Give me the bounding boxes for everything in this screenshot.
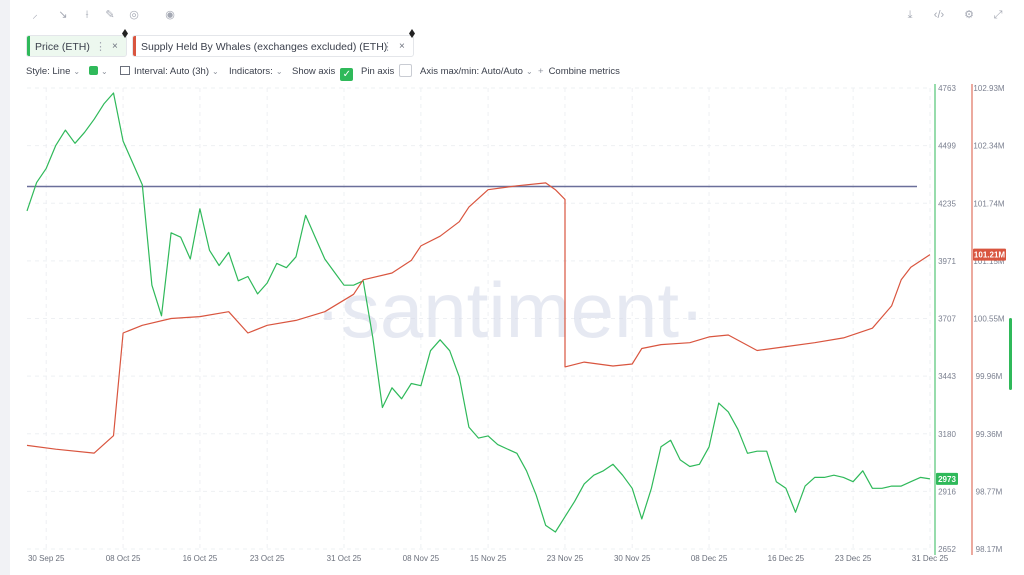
indicators-select[interactable]: Indicators: ⌄: [229, 66, 283, 77]
fullscreen-icon[interactable]: ⤢: [993, 9, 1003, 21]
x-tick-label: 31 Dec 25: [912, 554, 949, 563]
metric-drag-icon[interactable]: [122, 29, 128, 38]
chevron-down-icon: ⌄: [73, 67, 81, 76]
y-tick-label-left: 3971: [938, 257, 956, 266]
eye-icon[interactable]: ◎: [129, 9, 139, 21]
y-tick-label-right: 98.17M: [976, 545, 1003, 554]
y-tick-label-right: 102.34M: [973, 142, 1004, 151]
y-tick-label-right: 99.36M: [976, 430, 1003, 439]
arrow-icon[interactable]: ↘: [58, 9, 68, 21]
left-panel-edge: [0, 0, 10, 575]
x-tick-label: 08 Dec 25: [691, 554, 728, 563]
y-tick-label-left: 2652: [938, 545, 956, 554]
x-tick-label: 08 Nov 25: [403, 554, 440, 563]
y-tick-label-left: 4499: [938, 142, 956, 151]
x-tick-label: 23 Dec 25: [835, 554, 872, 563]
metric-chip-whales[interactable]: Supply Held By Whales (exchanges exclude…: [132, 35, 414, 57]
x-tick-label: 30 Nov 25: [614, 554, 651, 563]
metric-label: Price (ETH): [35, 41, 90, 53]
combine-metrics-button[interactable]: + Combine metrics: [538, 66, 620, 77]
x-tick-label: 31 Oct 25: [327, 554, 362, 563]
x-tick-label: 30 Sep 25: [28, 554, 65, 563]
y-tick-label-left: 4235: [938, 199, 956, 208]
checkbox-empty-icon: [399, 64, 413, 77]
color-select[interactable]: ⌄: [89, 63, 108, 81]
pin-axis-toggle[interactable]: Pin axis: [361, 63, 413, 81]
line-tool-icon[interactable]: ⟊: [85, 9, 89, 21]
y-tick-label-right: 101.15M: [973, 257, 1004, 266]
y-tick-label-right: 101.74M: [973, 199, 1004, 208]
view-icon[interactable]: ◉: [165, 9, 175, 21]
chevron-down-icon: ⌄: [275, 67, 283, 76]
last-supply-badge: [973, 248, 1006, 261]
x-tick-label: 16 Dec 25: [768, 554, 805, 563]
last-price-badge: [936, 472, 958, 485]
chevron-down-icon: ⌄: [525, 67, 533, 76]
y-tick-label-right: 102.93M: [973, 84, 1004, 93]
chart-toolbar: ⸝ ↘ ⟊ ✎ ◎ ◉ ⤓ ‹/› ⚙ ⤢: [0, 0, 1024, 28]
y-tick-label-right: 100.55M: [973, 315, 1004, 324]
watermark: ·santiment·: [315, 266, 705, 354]
metric-drag-icon[interactable]: [409, 29, 415, 38]
axis-minmax-select[interactable]: Axis max/min: Auto/Auto ⌄: [420, 66, 533, 77]
y-tick-label-left: 3443: [938, 372, 956, 381]
whale-supply-line: [26, 182, 931, 454]
chart-grid: [27, 87, 931, 550]
embed-icon[interactable]: ‹/›: [933, 9, 945, 21]
x-tick-label: 23 Oct 25: [250, 554, 285, 563]
show-axis-toggle[interactable]: Show axis ✓: [292, 63, 354, 81]
y-tick-label-left: 3707: [938, 315, 956, 324]
brush-icon[interactable]: ⸝: [32, 9, 38, 21]
more-icon[interactable]: ⋮: [95, 41, 106, 53]
chevron-down-icon: ⌄: [101, 67, 108, 76]
calendar-icon: [120, 66, 130, 75]
metric-chip-price[interactable]: Price (ETH) ⋮ ×: [26, 35, 127, 57]
chevron-down-icon: ⌄: [211, 67, 219, 76]
metric-color-bar: [133, 36, 136, 56]
pencil-icon[interactable]: ✎: [105, 9, 115, 21]
price-line: [26, 92, 931, 533]
metric-label: Supply Held By Whales (exchanges exclude…: [141, 41, 388, 53]
x-tick-label: 16 Oct 25: [183, 554, 218, 563]
last-price-label: 2973: [938, 475, 956, 484]
color-swatch: [89, 66, 98, 75]
last-supply-label: 101.21M: [974, 251, 1005, 260]
y-tick-label-left: 2916: [938, 487, 956, 496]
y-tick-label-left: 4763: [938, 84, 956, 93]
x-tick-label: 23 Nov 25: [547, 554, 584, 563]
checkbox-checked-icon: ✓: [340, 68, 354, 81]
y-tick-label-right: 98.77M: [976, 487, 1003, 496]
settings-icon[interactable]: ⚙: [964, 9, 974, 21]
style-select[interactable]: Style: Line ⌄: [26, 66, 81, 77]
metric-color-bar: [27, 36, 30, 56]
y-tick-label-left: 3180: [938, 430, 956, 439]
x-tick-label: 15 Nov 25: [470, 554, 507, 563]
axis-resize-handle[interactable]: [1009, 318, 1012, 390]
y-tick-label-right: 99.96M: [976, 372, 1003, 381]
close-icon[interactable]: ×: [399, 41, 405, 52]
plus-icon: +: [538, 66, 544, 77]
close-icon[interactable]: ×: [112, 41, 118, 52]
more-icon[interactable]: ⋮: [382, 41, 393, 53]
interval-select[interactable]: Interval: Auto (3h) ⌄: [120, 63, 219, 81]
download-icon[interactable]: ⤓: [907, 9, 913, 21]
x-tick-label: 08 Oct 25: [106, 554, 141, 563]
